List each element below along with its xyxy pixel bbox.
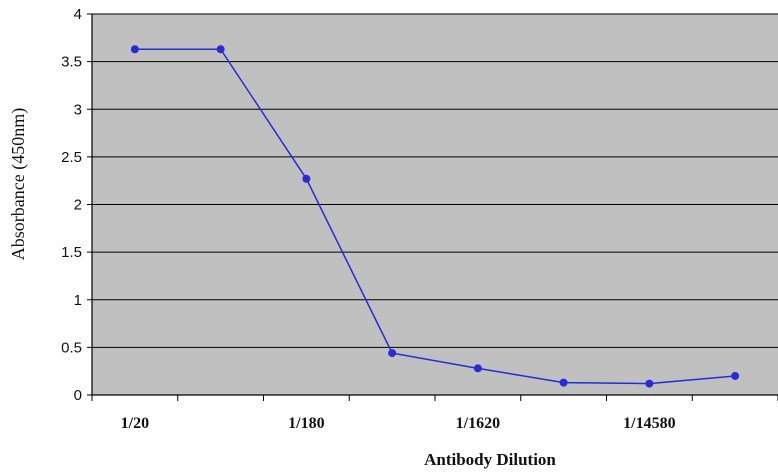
grid-lines <box>92 13 778 348</box>
data-point <box>302 174 311 183</box>
x-tick-labels: 1/20 1/180 1/1620 1/14580 <box>121 415 676 432</box>
y-tick-label: 0 <box>74 387 82 404</box>
y-tick-label: 1 <box>74 292 82 309</box>
data-point <box>559 378 568 387</box>
data-point <box>130 45 139 54</box>
axes <box>87 13 778 401</box>
y-tick-labels: 0 0.5 1 1.5 2 2.5 3 3.5 4 <box>61 6 82 404</box>
y-tick-label: 3.5 <box>61 54 82 71</box>
data-point <box>388 349 397 358</box>
data-point <box>731 371 740 380</box>
x-tick-label: 1/20 <box>121 415 149 432</box>
y-tick-label: 2 <box>74 197 82 214</box>
data-point <box>473 364 482 373</box>
y-axis-title: Absorbance (450nm) <box>8 108 29 260</box>
x-tick-label: 1/180 <box>288 415 324 432</box>
y-tick-label: 3 <box>74 101 82 118</box>
y-tick-label: 4 <box>74 6 82 23</box>
series <box>130 45 740 388</box>
data-point <box>645 379 654 388</box>
x-axis-title: Antibody Dilution <box>424 450 556 469</box>
x-tick-label: 1/14580 <box>623 415 675 432</box>
x-tick-label: 1/1620 <box>456 415 500 432</box>
y-tick-label: 2.5 <box>61 149 82 166</box>
y-tick-label: 0.5 <box>61 339 82 356</box>
y-tick-label: 1.5 <box>61 244 82 261</box>
data-point <box>216 45 225 54</box>
series-line <box>134 48 736 385</box>
